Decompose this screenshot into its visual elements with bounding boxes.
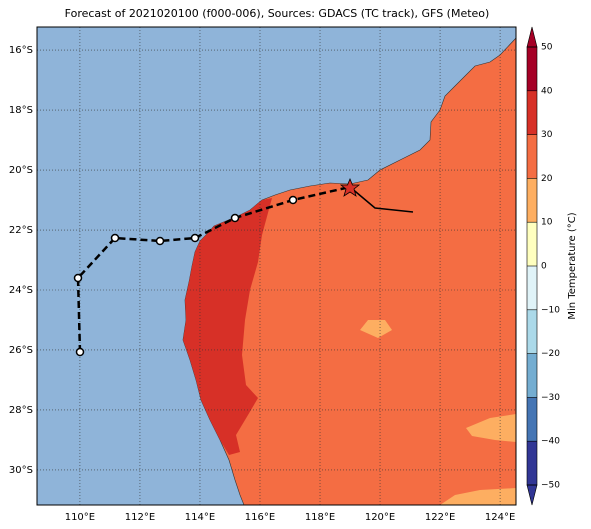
colorbar-tick-label: 50 [541, 43, 553, 53]
colorbar-tick-label: 20 [541, 174, 553, 184]
colorbar-tick-label: 40 [541, 86, 553, 96]
map-area [37, 27, 516, 505]
colorbar-tick-label: −50 [541, 481, 560, 491]
colorbar-tick-label: −30 [541, 393, 560, 403]
colorbar-segment [527, 266, 537, 310]
colorbar-tick-label: 0 [541, 262, 547, 272]
colorbar-tick-label: −20 [541, 349, 560, 359]
mild-region [360, 320, 392, 338]
colorbar-tick-label: −10 [541, 305, 560, 315]
y-tick-label: 20°S [9, 165, 33, 176]
y-tick-label: 28°S [9, 405, 33, 416]
colorbar-segment [527, 47, 537, 91]
track-history [76, 185, 351, 353]
track-points [73, 195, 298, 357]
x-tick-label: 114°E [185, 512, 215, 523]
y-tick-label: 16°S [9, 45, 33, 56]
current-position [339, 177, 361, 197]
colorbar-tick-label: 10 [541, 218, 553, 228]
x-tick-label: 116°E [245, 512, 275, 523]
colorbar-extend [526, 484, 538, 506]
x-tick-label: 122°E [425, 512, 455, 523]
colorbar-segment [527, 441, 537, 485]
colorbar-segment [527, 353, 537, 398]
warm-region [183, 198, 272, 455]
track-forecast [349, 186, 414, 213]
x-tick-label: 110°E [65, 512, 95, 523]
y-tick-label: 24°S [9, 285, 33, 296]
colorbar-segment [527, 222, 537, 266]
y-tick-label: 26°S [9, 345, 33, 356]
y-tick-label: 18°S [9, 105, 33, 116]
colorbar-extend [526, 26, 538, 48]
colorbar-tick-label: −40 [541, 437, 560, 447]
x-tick-label: 120°E [365, 512, 395, 523]
mild-region [440, 488, 516, 505]
y-tick-label: 22°S [9, 225, 33, 236]
x-tick-label: 112°E [125, 512, 155, 523]
colorbar-segment [527, 90, 537, 135]
mild-region [466, 414, 516, 442]
x-tick-label: 124°E [485, 512, 515, 523]
colorbar-segment [527, 397, 537, 442]
y-tick-label: 30°S [9, 465, 33, 476]
colorbar-segment [527, 134, 537, 179]
x-tick-label: 118°E [305, 512, 335, 523]
colorbar-segment [527, 178, 537, 223]
colorbar-segment [527, 309, 537, 354]
map-frame [36, 26, 517, 506]
colorbar-label: Min Temperature (°C) [567, 212, 578, 319]
map-title: Forecast of 2021020100 (f000-006), Sourc… [65, 7, 490, 20]
colorbar-tick-label: 30 [541, 130, 553, 140]
